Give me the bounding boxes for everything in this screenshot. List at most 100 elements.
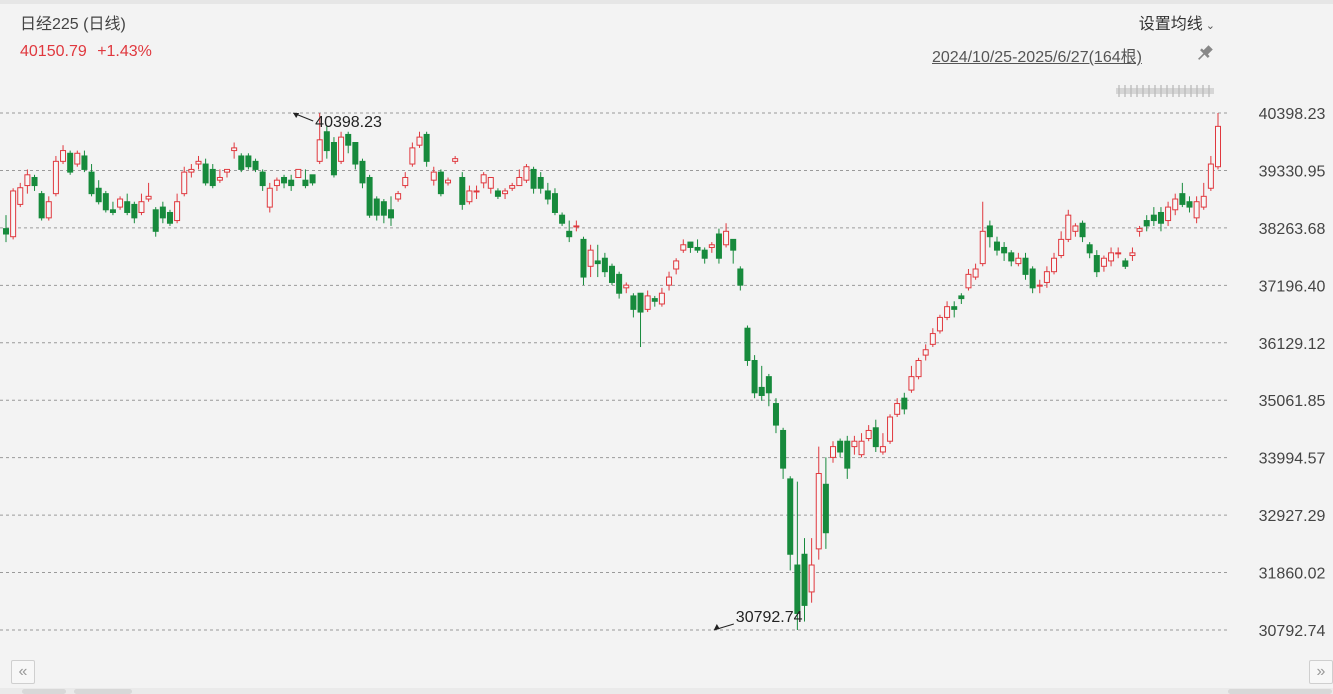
- price-change: +1.43%: [97, 43, 152, 60]
- candle-body: [594, 260, 601, 265]
- candle-body: [830, 446, 837, 458]
- candle-body: [573, 225, 580, 228]
- candle-body: [730, 238, 737, 251]
- candle-body: [373, 198, 380, 216]
- candle-body: [687, 241, 694, 248]
- candle-body: [152, 209, 159, 232]
- candle-body: [1001, 246, 1008, 254]
- candle-body: [437, 171, 444, 195]
- scroll-left-button[interactable]: «: [11, 660, 35, 684]
- set-ma-button[interactable]: 设置均线 ⌄: [1139, 10, 1215, 34]
- candle-body: [309, 174, 316, 184]
- candle-body: [1079, 222, 1086, 238]
- last-price: 40150.79: [20, 43, 87, 60]
- candle-body: [238, 155, 245, 170]
- candle-body: [765, 376, 772, 394]
- candle-body: [316, 139, 323, 162]
- candle-body: [986, 225, 993, 238]
- candle-body: [174, 201, 181, 222]
- candle-body: [352, 142, 359, 165]
- candle-body: [88, 171, 95, 195]
- candle-body: [1058, 238, 1065, 257]
- candle-body: [1115, 252, 1122, 255]
- y-tick-label: 40398.23: [1259, 106, 1326, 123]
- range-scroller[interactable]: [1116, 85, 1214, 97]
- candle-body: [159, 206, 166, 219]
- candle-body: [67, 152, 74, 173]
- pin-icon[interactable]: [1194, 42, 1216, 64]
- candle-body: [566, 230, 573, 238]
- candle-body: [109, 209, 116, 213]
- candle-body: [744, 327, 751, 361]
- date-range-link[interactable]: 2024/10/25-2025/6/27(164根): [932, 49, 1142, 66]
- candle-body: [452, 158, 459, 162]
- candle-body: [117, 198, 124, 208]
- annotations: 40398.23 30792.74: [292, 112, 803, 631]
- candle-body: [509, 185, 516, 189]
- candle-body: [1065, 214, 1072, 240]
- candle-body: [516, 176, 523, 187]
- candle-body: [929, 333, 936, 345]
- horizontal-scrollbar[interactable]: [0, 688, 1333, 694]
- candle-body: [851, 440, 858, 448]
- candle-body: [837, 440, 844, 453]
- annotation-label: 30792.74: [736, 609, 803, 626]
- candle-body: [808, 564, 815, 593]
- candle-body: [772, 403, 779, 426]
- candle-body: [102, 193, 109, 211]
- candle-body: [181, 171, 188, 195]
- candle-body: [616, 273, 623, 294]
- chevron-down-icon: ⌄: [1205, 20, 1215, 32]
- candle-body: [480, 174, 487, 184]
- candle-body: [345, 133, 352, 146]
- double-chevron-right-icon: »: [1316, 663, 1326, 680]
- candle-body: [587, 249, 594, 267]
- grid-lines: [0, 112, 1228, 631]
- candle-body: [815, 473, 822, 550]
- candle-body: [281, 176, 288, 184]
- candle-body: [658, 292, 665, 305]
- y-tick-label: 32927.29: [1259, 508, 1326, 525]
- candle-body: [1129, 252, 1136, 257]
- scrollbar-thumb[interactable]: [74, 689, 132, 694]
- scrollbar-thumb[interactable]: [22, 689, 66, 694]
- candle-body: [872, 427, 879, 448]
- candle-body: [1179, 193, 1186, 205]
- y-tick-label: 36129.12: [1259, 336, 1326, 353]
- candle-body: [887, 416, 894, 442]
- price-quote: 40150.79 +1.43%: [20, 43, 158, 61]
- candle-body: [1086, 244, 1093, 254]
- candle-body: [644, 295, 651, 310]
- candle-body: [31, 176, 38, 187]
- candle-body: [395, 193, 402, 200]
- candle-body: [259, 171, 266, 187]
- candle-body: [195, 160, 202, 165]
- candle-body: [366, 176, 373, 216]
- candle-body: [715, 233, 722, 259]
- candle-body: [166, 211, 173, 224]
- candle-body: [273, 179, 280, 187]
- candle-body: [473, 190, 480, 193]
- candle-body: [1008, 252, 1015, 262]
- candle-body: [1143, 220, 1150, 227]
- candle-body: [1172, 198, 1179, 211]
- candle-body: [1165, 206, 1172, 222]
- scroll-right-button[interactable]: »: [1309, 660, 1333, 684]
- candle-body: [651, 298, 658, 302]
- candle-body: [231, 147, 238, 152]
- candle-body: [673, 260, 680, 270]
- candle-body: [188, 168, 195, 173]
- candle-body: [637, 292, 644, 313]
- candle-body: [288, 179, 295, 187]
- candle-body: [302, 179, 309, 187]
- candle-body: [202, 163, 209, 184]
- candle-body: [1193, 201, 1200, 219]
- candle-body: [844, 440, 851, 469]
- candle-body: [402, 176, 409, 187]
- candle-body: [680, 244, 687, 251]
- candle-body: [295, 168, 302, 178]
- scrollbar-thumb[interactable]: [1228, 689, 1332, 694]
- candle-body: [1093, 255, 1100, 273]
- candle-body: [252, 160, 259, 170]
- candle-body: [530, 168, 537, 189]
